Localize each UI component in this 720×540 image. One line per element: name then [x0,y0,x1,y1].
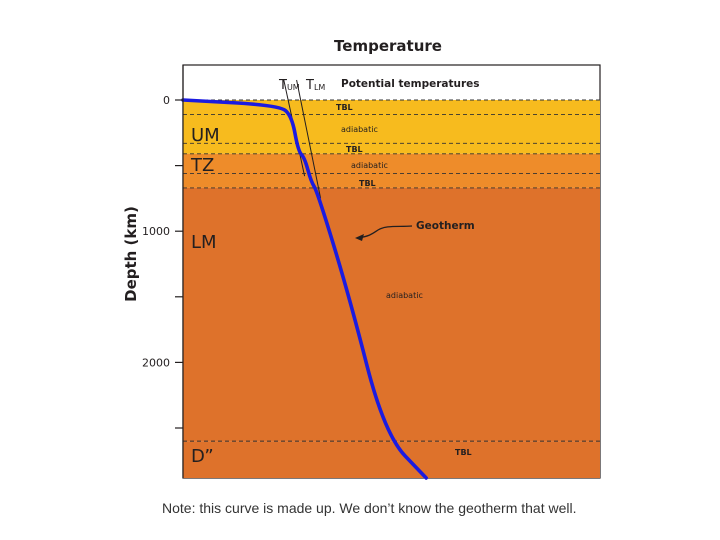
annotation-tbl-660: TBL [359,179,376,188]
annotation-tbl-top: TBL [336,103,353,112]
diagram-title: Temperature [334,37,442,55]
annotation-adiabatic-tz: adiabatic [351,161,388,170]
t-um-label: TUM [278,78,300,93]
annotation-adiabatic-lm: adiabatic [386,291,423,300]
y-tick-label-4: 2000 [142,356,170,369]
annotation-geotherm: Geotherm [416,220,475,232]
y-axis-label: Depth (km) [122,206,140,302]
tlm-adiabat-line [296,79,322,199]
y-tick-label-0: 0 [163,94,170,107]
geotherm-arrow-head [355,234,364,241]
t-lm-label: TLM [305,78,325,93]
layer-lm [183,187,600,442]
layer-name-dpp: D” [191,446,214,467]
layer-dpp [183,441,600,478]
annotation-tbl-dpp: TBL [455,448,472,457]
layer-name-um: UM [191,125,220,146]
layer-name-lm: LM [191,232,217,253]
layer-tz [183,153,600,188]
annotation-adiabatic-um: adiabatic [341,125,378,134]
y-tick-label-2: 1000 [142,225,170,238]
geotherm-arrow [357,225,413,239]
geotherm-curve [181,98,428,480]
layer-um [183,100,600,154]
caption: Note: this curve is made up. We don’t kn… [162,500,577,516]
mantle-layers [183,100,600,478]
annotation-tbl-410: TBL [346,145,363,154]
potential-temperatures-label: Potential temperatures [341,78,480,90]
y-axis-ticks: 0 1000 2000 [142,94,183,429]
layer-name-tz: TZ [190,155,214,176]
